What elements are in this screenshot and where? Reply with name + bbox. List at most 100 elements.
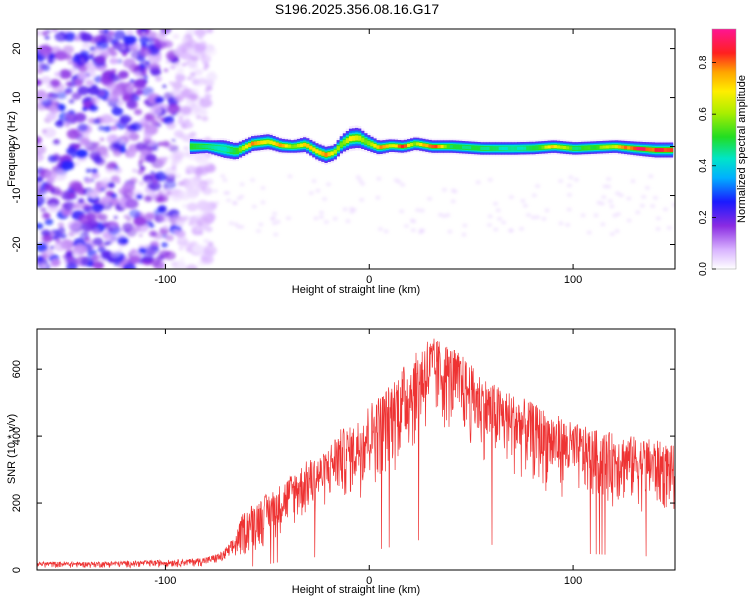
noise-blob [37,195,46,206]
noise-blob [126,29,134,36]
ridge-cell [388,144,392,148]
noise-blob [508,228,514,233]
noise-blob [194,29,207,37]
colorbar-ticks: 0.0 0.2 0.4 0.6 0.8 [698,55,716,276]
colorbar: 0.0 0.2 0.4 0.6 0.8 Normalized spectral ampl… [698,28,748,276]
noise-blob [71,55,82,64]
ridge-cell [214,145,218,150]
noise-blob [639,203,645,208]
noise-blob [609,232,615,236]
noise-blob [37,182,41,188]
ridge-cell [630,146,634,150]
noise-blob [655,216,661,221]
noise-blob [146,179,153,184]
ridge-cell [306,143,310,148]
ridge-cell [455,145,460,149]
ridge-cell [584,146,588,150]
noise-blob [487,214,493,219]
ridge-cell [575,146,579,150]
ridge-cell [272,141,276,146]
ridge-cell [614,145,619,149]
noise-blob [133,71,142,78]
ridge-cell [269,140,273,145]
noise-blob [89,46,96,52]
noise-blob [72,204,79,209]
ridge-cell [578,146,582,150]
ridge-cell [498,146,502,150]
noise-blob [129,79,135,83]
ridge-cell [544,145,548,149]
ridge-cell [208,145,212,149]
noise-blob [74,143,82,149]
ridge-cell [303,142,307,147]
ridge-cell [241,146,246,150]
noise-blob [652,196,658,200]
noise-blob [418,230,424,235]
noise-blob [77,85,90,96]
noise-blob [154,40,167,50]
noise-blob [202,66,208,71]
noise-blob [85,168,92,173]
ridge-cell [348,136,353,142]
noise-blob [544,208,550,213]
noise-blob [71,92,82,100]
noise-blob [118,138,126,145]
noise-blob [163,156,169,161]
noise-blob [71,154,77,158]
noise-blob [203,238,210,244]
noise-blob [437,213,443,217]
noise-blob [641,195,647,199]
ridge-cell [489,146,493,150]
noise-blob [580,213,586,218]
noise-blob [615,191,621,196]
noise-blob [134,108,143,116]
ridge-cell [569,146,573,150]
ridge-cell [434,145,438,149]
noise-blob [181,134,193,142]
ridge-cell [284,144,288,148]
colorbar-tick-label: 0.4 [698,158,709,172]
noise-blob [139,36,150,44]
noise-blob [599,201,605,206]
noise-blob [161,140,170,147]
noise-blob [171,138,176,142]
noise-blob [165,52,176,60]
noise-blob [154,171,167,182]
noise-blob [104,125,112,131]
noise-blob [462,223,468,228]
noise-blob [163,68,169,73]
noise-blob [606,184,612,189]
noise-blob [286,216,291,220]
ridge-cell [514,146,518,150]
noise-blob [115,180,121,184]
noise-blob [200,201,214,213]
noise-blob [187,122,193,128]
ridge-cell [602,145,606,149]
ridge-cell [293,144,298,148]
noise-blob [526,213,531,217]
noise-blob [220,174,226,178]
noise-blob [200,109,208,116]
noise-blob [606,177,612,181]
noise-blob [207,241,214,247]
noise-blob [116,198,123,204]
noise-blob [400,183,406,187]
ridge-cell [410,143,414,147]
noise-blob [107,182,116,189]
noise-blob [41,31,48,36]
noise-blob [120,74,126,79]
noise-blob [113,30,126,40]
noise-blob [149,140,157,147]
noise-blob [558,179,564,183]
noise-blob [91,168,98,174]
noise-blob [175,174,181,179]
noise-blob [129,255,141,264]
noise-blob [159,227,169,235]
noise-blob [626,218,632,223]
ridge-cell [260,140,264,145]
noise-blob [56,91,67,100]
colorbar-tick-label: 0.6 [698,107,709,121]
noise-blob [315,188,321,193]
noise-blob [349,207,354,211]
noise-blob [497,217,503,221]
